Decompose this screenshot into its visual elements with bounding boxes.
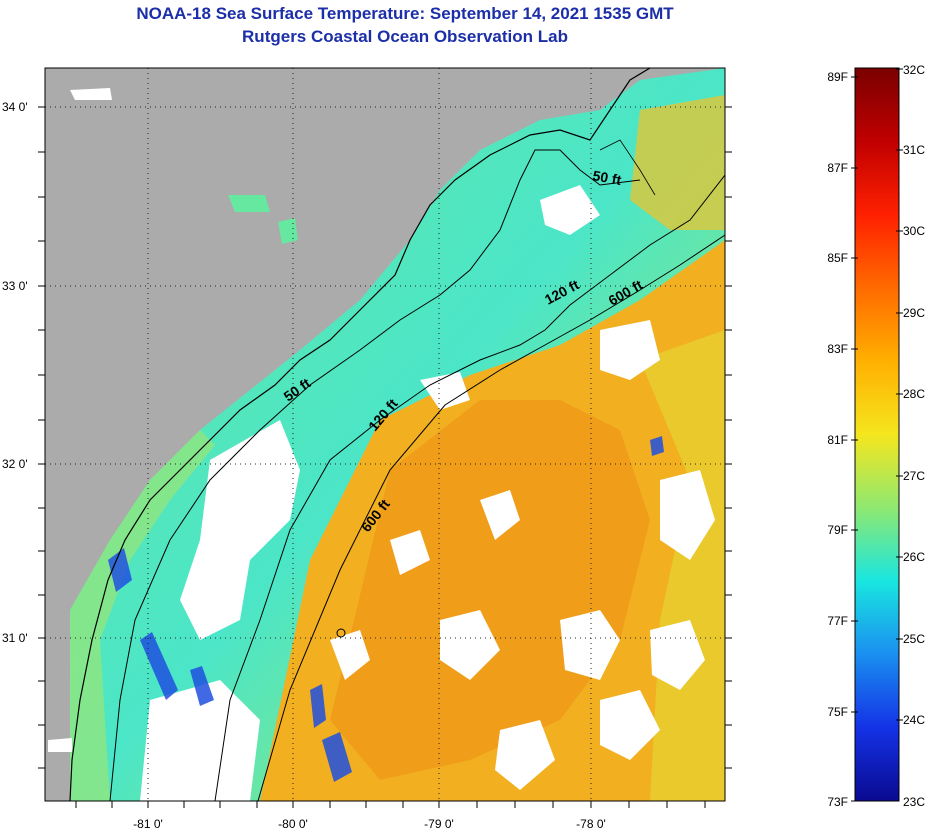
map-area [45, 68, 725, 801]
colorbar-c-ticks [896, 68, 903, 721]
cold-streaks [108, 436, 664, 782]
colorbar-f-ticks [851, 76, 858, 802]
contour-label-50ft-ne: 50 ft [591, 167, 622, 188]
c-label-27: 27C [903, 469, 925, 483]
colorbar [854, 67, 900, 802]
c-label-30: 30C [903, 224, 925, 238]
contour-50ft [109, 149, 641, 801]
contour-600ft [257, 234, 725, 801]
c-label-29: 29C [903, 306, 925, 320]
f-label-85: 85F [827, 251, 848, 265]
northeast-warm-patch [630, 95, 725, 230]
f-label-83: 83F [827, 342, 848, 356]
map-subtitle: Rutgers Coastal Ocean Observation Lab [242, 27, 568, 46]
c-label-25: 25C [903, 632, 925, 646]
lat-label-33: 33 0' [2, 279, 28, 293]
f-label-81: 81F [827, 433, 848, 447]
lat-label-34: 34 0' [2, 100, 28, 114]
graticule [45, 68, 725, 801]
lon-label-78: -78 0' [576, 817, 606, 831]
f-label-77: 77F [827, 614, 848, 628]
sound-coastline [599, 139, 656, 196]
c-label-24: 24C [903, 713, 925, 727]
lon-label-80: -80 0' [278, 817, 308, 831]
lon-ticks [75, 801, 706, 808]
inland-patch-3 [70, 88, 112, 100]
map-frame [44, 67, 726, 802]
lon-label-79: -79 0' [424, 817, 454, 831]
lat-label-32: 32 0' [2, 457, 28, 471]
inland-patch-1 [228, 195, 270, 212]
c-label-31: 31C [903, 143, 925, 157]
f-label-75: 75F [827, 705, 848, 719]
contour-120ft [214, 174, 725, 801]
colorbar-fahrenheit-labels: 89F 87F 85F 83F 81F 79F 77F 75F 73F [827, 70, 848, 809]
f-label-87: 87F [827, 161, 848, 175]
c-label-23: 23C [903, 795, 925, 809]
yellow-ocean-east [640, 330, 725, 801]
colorbar-celsius-labels: 32C 31C 30C 29C 28C 27C 26C 25C 24C 23C [903, 63, 925, 809]
f-label-79: 79F [827, 523, 848, 537]
inland-patch-2 [278, 218, 298, 244]
coastline [69, 68, 651, 801]
c-label-32: 32C [903, 63, 925, 77]
c-label-26: 26C [903, 550, 925, 564]
map-title: NOAA-18 Sea Surface Temperature: Septemb… [136, 4, 674, 23]
warm-ocean-core [330, 400, 650, 780]
lat-label-31: 31 0' [2, 631, 28, 645]
inland-patch-4 [48, 738, 72, 752]
f-label-89: 89F [827, 70, 848, 84]
f-label-73: 73F [827, 795, 848, 809]
lon-label-81: -81 0' [133, 817, 163, 831]
c-label-28: 28C [903, 387, 925, 401]
lat-ticks [38, 106, 732, 769]
cloud-mask [140, 185, 715, 801]
seamount-contour [336, 628, 346, 638]
